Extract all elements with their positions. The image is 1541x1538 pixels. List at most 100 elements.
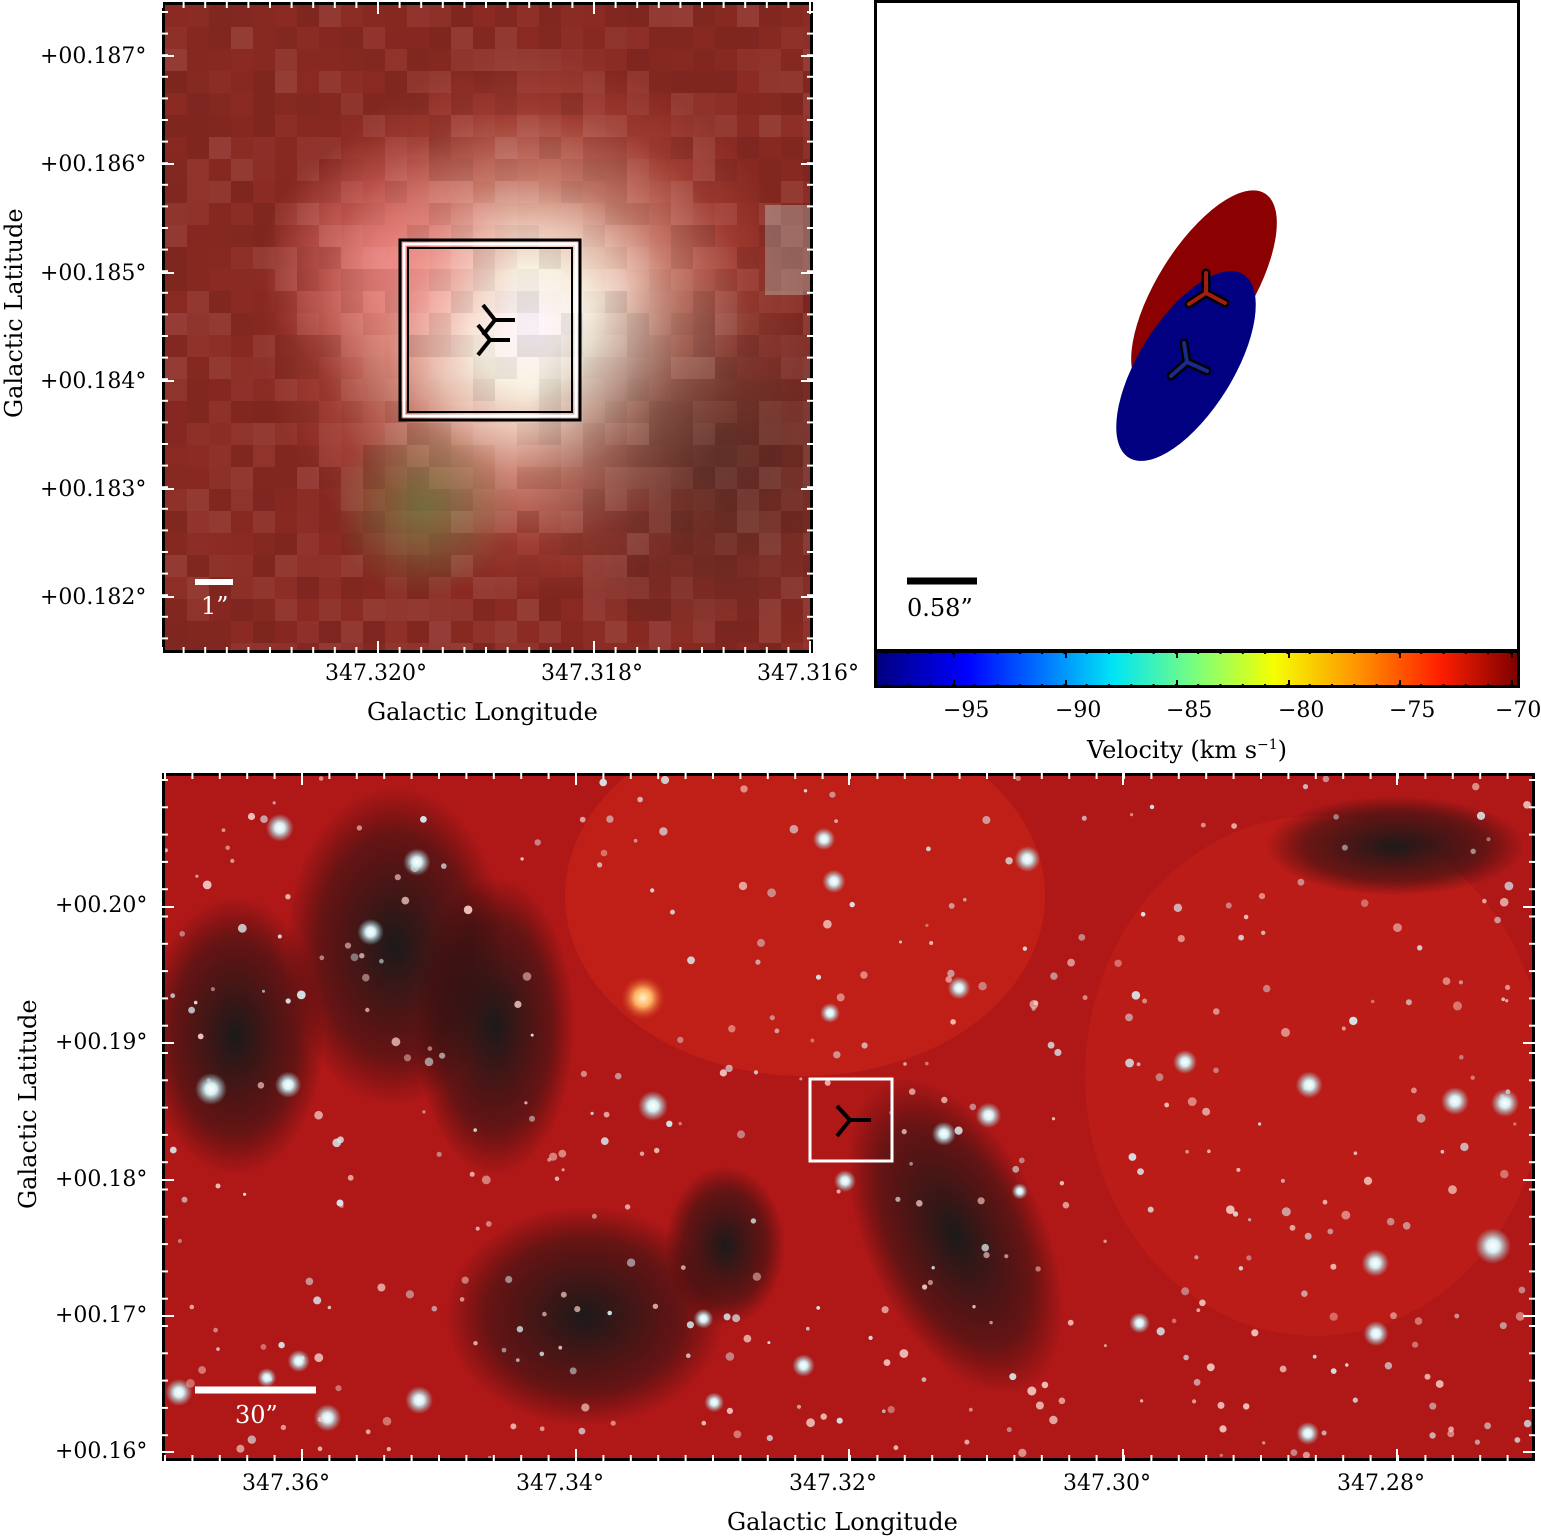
star [834,819,838,823]
star [431,1305,438,1312]
star [237,923,247,933]
star [719,1069,728,1077]
star [336,1199,344,1207]
star [614,1072,622,1080]
colorbar-tick-label: −70 [1495,698,1541,723]
star [1363,1176,1373,1185]
star [1238,1266,1244,1271]
star [257,1368,277,1388]
star [893,1445,899,1451]
x-tick-label: 347.32° [789,1471,877,1496]
star [1130,813,1134,817]
star [693,1308,714,1329]
star [1470,848,1476,854]
star [812,827,836,851]
star [265,813,294,842]
star [359,953,365,959]
wide-field-panel: 30” [162,773,1535,1461]
star [179,931,185,937]
star [581,1403,590,1412]
star [221,828,226,833]
star [1035,1266,1041,1272]
star [344,942,352,949]
star [1494,916,1501,924]
star [365,1429,371,1435]
star [968,1407,973,1412]
star [202,880,212,890]
scalebar-label: 30” [235,1401,278,1429]
colorbar-title-text: Velocity (km s [1087,736,1258,764]
maser-marker-blue [1166,338,1212,381]
y-tick-label: +00.183° [40,477,147,502]
star [1505,984,1511,990]
star [1281,1207,1291,1217]
star [296,990,306,1000]
star [356,825,363,831]
star [1177,935,1185,943]
star [1219,1425,1227,1433]
star [515,1358,520,1362]
star [769,1015,775,1021]
star [170,993,176,999]
star [280,1424,287,1431]
star [1225,902,1232,909]
star [420,816,427,823]
star [983,1252,990,1259]
star [1448,1426,1454,1433]
star [677,1036,684,1044]
star [1412,1341,1419,1348]
star [1199,1299,1206,1307]
star [578,1427,586,1435]
star [1006,1427,1012,1433]
star [1384,1362,1393,1370]
star [899,1349,909,1358]
star [285,894,291,900]
star [365,1007,370,1013]
star [314,1353,324,1363]
star [1302,1451,1310,1458]
star [391,1037,401,1047]
star [624,1204,631,1210]
star [755,959,761,965]
star [1429,1402,1437,1410]
star [738,881,748,891]
aperture-box [398,238,582,422]
star [1136,1062,1141,1067]
star [236,1444,245,1453]
y-tick-label: +00.20° [55,893,148,918]
star [405,1386,434,1414]
star [1424,1373,1431,1380]
star [750,1218,757,1224]
star [247,812,256,821]
star [1435,1380,1444,1388]
star [1279,1365,1287,1373]
star [1226,1205,1235,1214]
star [1207,1149,1211,1154]
star [591,1213,597,1219]
star [1236,1167,1241,1172]
star [887,1406,895,1414]
star [829,791,836,798]
star [704,1392,725,1413]
star [1009,1373,1017,1381]
star [317,1416,323,1422]
star [274,1071,302,1098]
bright-star [834,1170,856,1192]
star [1128,1153,1137,1161]
star [317,1446,323,1452]
star [806,1326,810,1331]
star [1103,1239,1107,1243]
colorbar-title-exponent: −1 [1257,737,1278,753]
star [1514,1437,1521,1443]
star [1390,1312,1397,1320]
star [964,1439,970,1445]
star [925,923,929,927]
maser-marker [835,1104,871,1138]
star [1181,1287,1190,1296]
star [1402,1222,1411,1230]
star [1405,999,1412,1006]
wide-field-infrared-image [165,776,1532,1458]
star [1289,1224,1296,1231]
star [1005,857,1013,865]
star [1281,1027,1290,1037]
